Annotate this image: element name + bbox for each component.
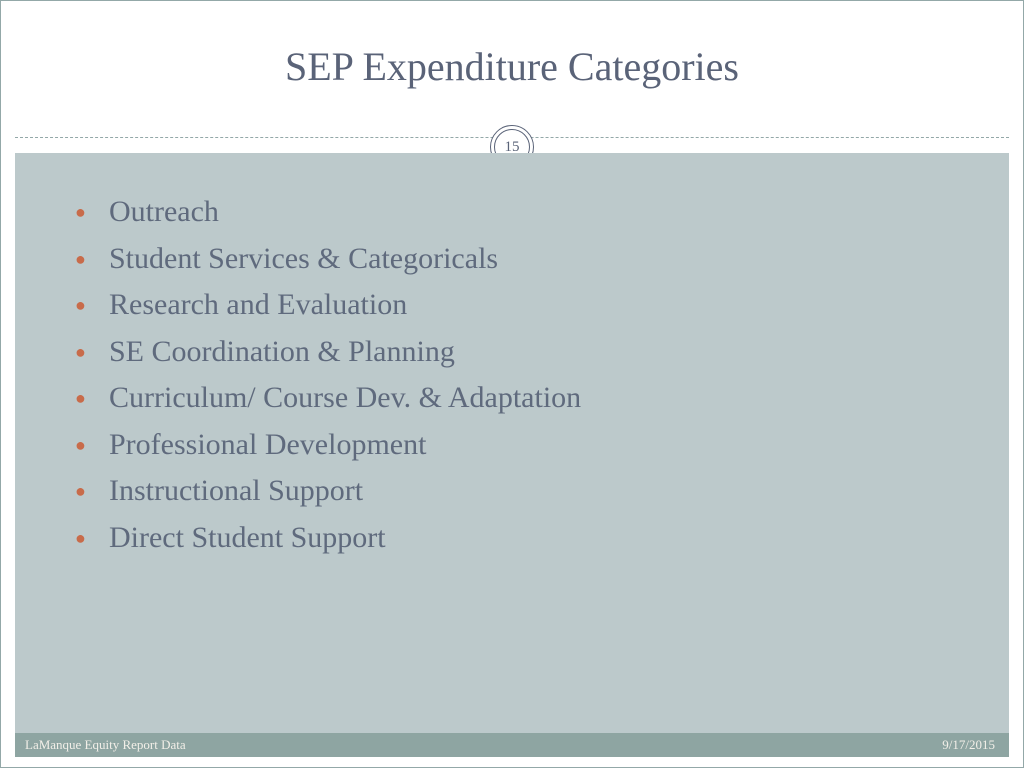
list-item: Curriculum/ Course Dev. & Adaptation — [109, 375, 1009, 422]
footer-source: LaManque Equity Report Data — [25, 737, 186, 753]
list-item: Direct Student Support — [109, 515, 1009, 562]
slide-title: SEP Expenditure Categories — [1, 1, 1023, 90]
footer-bar: LaManque Equity Report Data 9/17/2015 — [15, 733, 1009, 757]
list-item: Instructional Support — [109, 468, 1009, 515]
list-item: Research and Evaluation — [109, 282, 1009, 329]
slide: SEP Expenditure Categories 15 Outreach S… — [0, 0, 1024, 768]
list-item: Professional Development — [109, 422, 1009, 469]
body-panel: Outreach Student Services & Categoricals… — [15, 153, 1009, 733]
bullet-list: Outreach Student Services & Categoricals… — [15, 153, 1009, 561]
footer-date: 9/17/2015 — [942, 737, 995, 753]
list-item: Student Services & Categoricals — [109, 236, 1009, 283]
list-item: SE Coordination & Planning — [109, 329, 1009, 376]
list-item: Outreach — [109, 189, 1009, 236]
